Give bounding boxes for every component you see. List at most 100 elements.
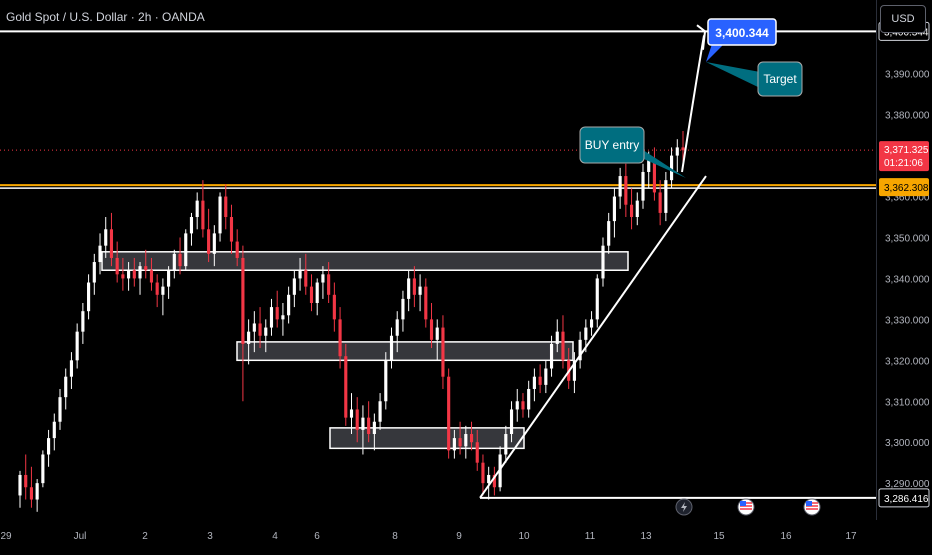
projection-arrow [681,35,705,173]
x-tick-label: 9 [456,531,462,542]
candle-body [544,368,548,385]
zone-rects [101,251,629,450]
candle-body [601,245,605,279]
candle-body [304,270,308,287]
candle-body [178,253,182,267]
candle-body [275,307,279,320]
candle-body [647,159,651,172]
candle-body [309,286,314,303]
y-tick-label: 3,390.000 [885,70,930,81]
candle-body [87,282,91,312]
symbol-title: Gold Spot / U.S. Dollar · 2h · OANDA [6,10,205,24]
candle-body [264,327,268,336]
candle-body [149,270,154,283]
candle-body [207,229,211,254]
candle-body [612,196,616,222]
candle-body [469,434,474,443]
drawings: BUY entry Target 3,400.344 [479,18,803,499]
candle-body [64,376,68,398]
candle-body [372,421,376,435]
low-price-tag-bg [878,488,930,508]
candle-body [315,282,319,303]
candle-body [144,266,148,271]
candle-body [127,270,131,279]
demand-zone-2 [236,341,574,362]
candle-body [538,376,542,385]
candle-body [155,282,159,295]
candle-body [487,474,491,484]
candle-body [418,286,422,295]
candle-body [635,200,639,218]
candle-body [184,233,188,267]
candle-body [338,319,342,357]
candle-body [218,196,222,234]
candle-body [492,474,496,488]
candle-body [252,323,256,332]
y-tick-label: 3,300.000 [885,438,930,449]
x-tick-label: 3 [207,531,213,542]
buy-entry-label: BUY entry [585,138,639,152]
x-tick-label: 2 [142,531,148,542]
candle-body [115,257,119,275]
candle-body [344,356,348,418]
candle-body [509,409,514,435]
arrow-head-icon [696,24,707,50]
candle-body [69,360,74,377]
trend-line [479,175,707,499]
candle-body [75,331,79,361]
candle-body [658,192,662,213]
candle-body [395,319,399,336]
y-tick-label: 3,350.000 [885,233,930,244]
candle-body [132,270,136,279]
candle-body [195,200,199,218]
candle-body [92,262,96,283]
candle-body [532,376,536,389]
x-tick-label: 8 [392,531,398,542]
candle-body [675,147,679,156]
candle-body [441,327,445,377]
target-badge-pointer [706,44,724,62]
target-pointer [706,62,760,88]
candle-body [652,159,656,193]
time-axis: 29 Jul 2 3 4 6 8 9 10 11 13 15 16 17 [0,531,857,542]
candle-body [24,474,28,488]
candle-body [81,311,85,332]
candle-body [247,331,251,344]
y-tick-label: 3,320.000 [885,356,930,367]
candles [18,131,685,512]
x-tick-label: 17 [845,531,857,542]
candle-body [201,200,205,230]
candle-body [109,229,114,258]
level-price-tag: 3,362.308 [884,183,929,194]
x-tick-label: 15 [713,531,725,542]
candle-body [18,474,22,496]
current-price-tag-bg [879,141,929,172]
candle-body [584,327,588,340]
candle-body [58,397,62,422]
candle-body [589,319,594,328]
y-tick-label: 3,310.000 [885,397,930,408]
candle-body [424,286,428,320]
candle-body [287,294,291,316]
demand-zone-1 [101,251,629,271]
candle-body [607,221,611,246]
candle-body [435,327,439,340]
candle-body [578,339,582,361]
currency-button[interactable]: USD [880,5,926,33]
x-tick-label: 29 [0,531,12,542]
x-tick-label: 4 [272,531,278,542]
current-price-tag: 3,371.325 [884,145,929,156]
target-badge-label: 3,400.344 [715,26,769,40]
candle-body [241,257,245,344]
price-axis: 3,290.000 3,300.000 3,310.000 3,320.000 3,33… [876,0,932,550]
candle-body [407,278,411,299]
candle-body [641,171,645,201]
candle-body [475,442,479,463]
candle-body [355,409,359,430]
candle-body [212,233,216,254]
candle-body [624,176,628,205]
candle-body [224,196,228,218]
candle-body [458,438,462,447]
